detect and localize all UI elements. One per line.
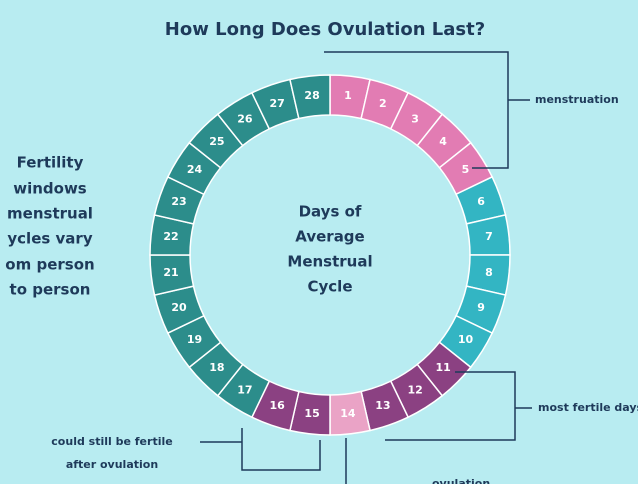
side-note-line: om person <box>5 256 94 274</box>
day-number: 4 <box>439 135 447 148</box>
day-number: 27 <box>269 97 284 110</box>
day-number: 17 <box>237 383 252 396</box>
day-number: 28 <box>304 89 319 102</box>
day-number: 7 <box>485 230 493 243</box>
day-number: 10 <box>458 333 474 346</box>
day-number: 5 <box>462 163 470 176</box>
day-number: 26 <box>237 113 253 126</box>
annotation: menstruation <box>535 93 619 106</box>
bracket <box>241 428 321 471</box>
bracket <box>324 51 509 169</box>
annotation: after ovulation <box>66 458 158 471</box>
side-note-line: menstrual <box>7 205 93 223</box>
day-number: 19 <box>187 333 202 346</box>
day-segment <box>289 74 331 120</box>
title: How Long Does Ovulation Last? <box>165 19 485 40</box>
side-note: Fertility windows menstrual ycles vary o… <box>5 154 94 299</box>
day-number: 23 <box>171 195 186 208</box>
day-number: 12 <box>407 383 422 396</box>
day-number: 15 <box>304 407 319 420</box>
day-number: 25 <box>209 135 224 148</box>
side-note-line: to person <box>10 281 91 299</box>
bracket <box>385 371 516 441</box>
annotation: ovulation <box>432 477 490 484</box>
side-note-line: Fertility <box>17 154 84 172</box>
day-number: 2 <box>379 97 387 110</box>
annotation: most fertile days <box>538 401 638 414</box>
side-note-line: windows <box>13 180 87 198</box>
day-number: 1 <box>344 89 352 102</box>
day-number: 16 <box>269 399 285 412</box>
day-number: 11 <box>435 361 450 374</box>
day-number: 22 <box>163 230 178 243</box>
center-label: Days of Average Menstrual Cycle <box>287 203 372 296</box>
day-number: 20 <box>171 301 187 314</box>
day-number: 24 <box>187 163 203 176</box>
center-line: Cycle <box>308 278 353 296</box>
center-line: Menstrual <box>287 253 372 271</box>
center-line: Average <box>295 228 364 246</box>
day-number: 14 <box>340 407 356 420</box>
annotation: could still be fertile <box>51 435 172 448</box>
center-line: Days of <box>299 203 362 221</box>
day-number: 21 <box>163 266 178 279</box>
side-note-line: ycles vary <box>7 230 92 248</box>
day-number: 13 <box>375 399 390 412</box>
day-number: 3 <box>411 113 419 126</box>
cycle-ring: 1234567891011121314151617181920212223242… <box>149 74 511 436</box>
day-number: 9 <box>477 301 485 314</box>
day-number: 18 <box>209 361 224 374</box>
day-number: 6 <box>477 195 485 208</box>
day-number: 8 <box>485 266 493 279</box>
